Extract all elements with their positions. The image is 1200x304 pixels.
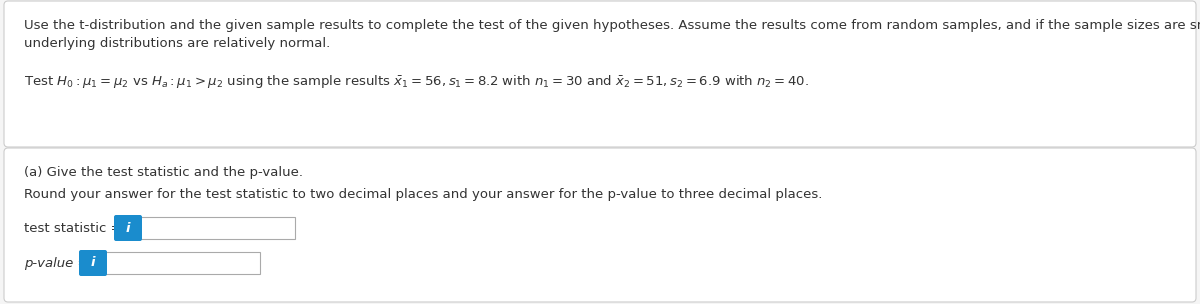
Text: Use the t-distribution and the given sample results to complete the test of the : Use the t-distribution and the given sam… bbox=[24, 19, 1200, 32]
Text: i: i bbox=[126, 222, 131, 234]
FancyBboxPatch shape bbox=[4, 1, 1196, 147]
Text: underlying distributions are relatively normal.: underlying distributions are relatively … bbox=[24, 37, 330, 50]
FancyBboxPatch shape bbox=[114, 215, 142, 241]
FancyBboxPatch shape bbox=[4, 148, 1196, 302]
Text: Test $H_0: \mu_1 = \mu_2$ vs $H_a: \mu_1 > \mu_2$ using the sample results $\bar: Test $H_0: \mu_1 = \mu_2$ vs $H_a: \mu_1… bbox=[24, 73, 809, 90]
Bar bbox=[140, 217, 295, 239]
Text: (a) Give the test statistic and the p-value.: (a) Give the test statistic and the p-va… bbox=[24, 166, 302, 179]
Text: Round your answer for the test statistic to two decimal places and your answer f: Round your answer for the test statistic… bbox=[24, 188, 822, 201]
Bar bbox=[106, 252, 260, 274]
Text: test statistic =: test statistic = bbox=[24, 222, 126, 234]
Text: p-value =: p-value = bbox=[24, 257, 92, 270]
Text: i: i bbox=[91, 257, 95, 270]
FancyBboxPatch shape bbox=[79, 250, 107, 276]
